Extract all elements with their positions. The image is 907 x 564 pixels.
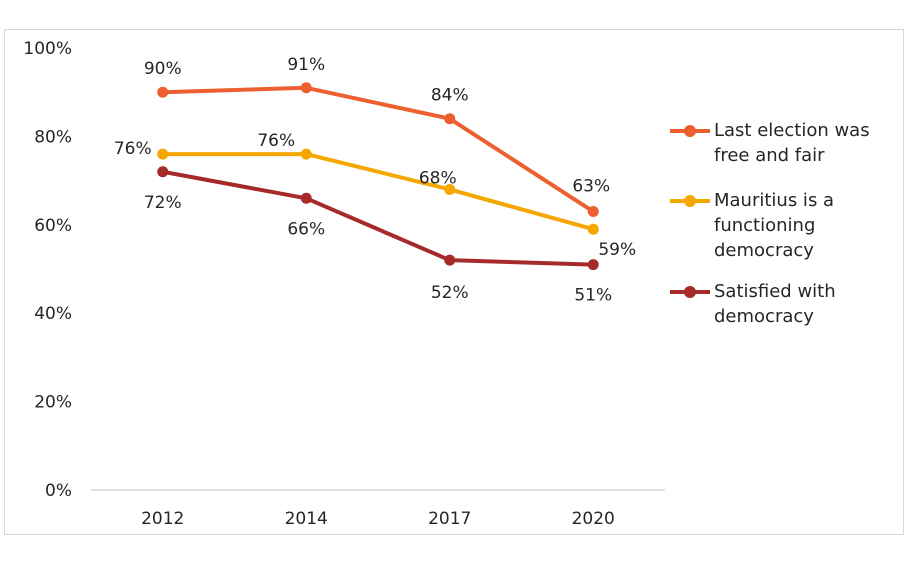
- data-label: 72%: [144, 193, 182, 213]
- data-point: [444, 113, 456, 125]
- data-point: [444, 254, 456, 266]
- x-tick-label: 2014: [285, 509, 328, 529]
- legend-swatch-functioning-democracy: [670, 195, 710, 207]
- legend-label-line1: Satisfied with: [714, 281, 836, 302]
- y-tick-label: 20%: [34, 393, 72, 413]
- legend-item-free-fair: Last election was free and fair: [668, 118, 904, 168]
- data-label: 90%: [144, 59, 182, 79]
- y-tick-label: 40%: [34, 304, 72, 324]
- legend-item-satisfied: Satisfied with democracy: [668, 279, 904, 329]
- y-tick-label: 0%: [45, 481, 72, 501]
- legend-label-line1: Mauritius is a: [714, 190, 835, 211]
- data-labels: 90% 91% 84% 63% 76% 76% 68% 59% 72% 66% 52% 51%: [114, 55, 636, 306]
- data-label: 52%: [431, 283, 469, 303]
- data-point: [157, 86, 169, 98]
- legend-label-line2: democracy: [714, 306, 814, 327]
- series-line: [162, 152, 594, 232]
- data-point: [300, 82, 312, 94]
- series-line: [162, 169, 594, 267]
- legend-label-line3: democracy: [714, 240, 814, 261]
- legend-label-line1: Last election was: [714, 120, 870, 141]
- data-point: [300, 192, 312, 204]
- x-tick-label: 2017: [428, 509, 471, 529]
- data-point: [587, 223, 599, 235]
- legend-item-functioning-democracy: Mauritius is a functioning democracy: [668, 188, 904, 263]
- data-label: 84%: [431, 86, 469, 106]
- data-point: [157, 166, 169, 178]
- data-point: [587, 206, 599, 218]
- data-label: 63%: [572, 177, 610, 197]
- legend-swatch-free-fair: [670, 125, 710, 137]
- y-tick-label: 80%: [34, 127, 72, 147]
- data-label: 76%: [114, 139, 152, 159]
- data-label: 91%: [287, 55, 325, 75]
- data-label: 66%: [287, 219, 325, 239]
- data-label: 59%: [598, 240, 636, 260]
- y-tick-label: 60%: [34, 216, 72, 236]
- y-tick-label: 100%: [23, 39, 72, 59]
- data-label: 68%: [419, 168, 457, 188]
- series-layer: [157, 82, 599, 271]
- legend-swatch-satisfied: [670, 286, 710, 298]
- legend-label-line2: functioning: [714, 215, 816, 236]
- legend-label-line2: free and fair: [714, 145, 825, 166]
- chart-frame: [4, 29, 904, 535]
- data-label: 51%: [574, 286, 612, 306]
- x-tick-label: 2012: [141, 509, 184, 529]
- data-point: [157, 148, 169, 160]
- legend: Last election was free and fair Mauritiu…: [668, 118, 904, 349]
- x-axis-ticks: 2012 2014 2017 2020: [141, 509, 615, 529]
- data-label: 76%: [257, 131, 295, 151]
- data-point: [444, 183, 456, 195]
- data-point: [300, 148, 312, 160]
- y-axis-ticks: 0% 20% 40% 60% 80% 100%: [23, 39, 72, 501]
- data-point: [587, 259, 599, 271]
- series-line: [162, 85, 595, 214]
- x-tick-label: 2020: [572, 509, 615, 529]
